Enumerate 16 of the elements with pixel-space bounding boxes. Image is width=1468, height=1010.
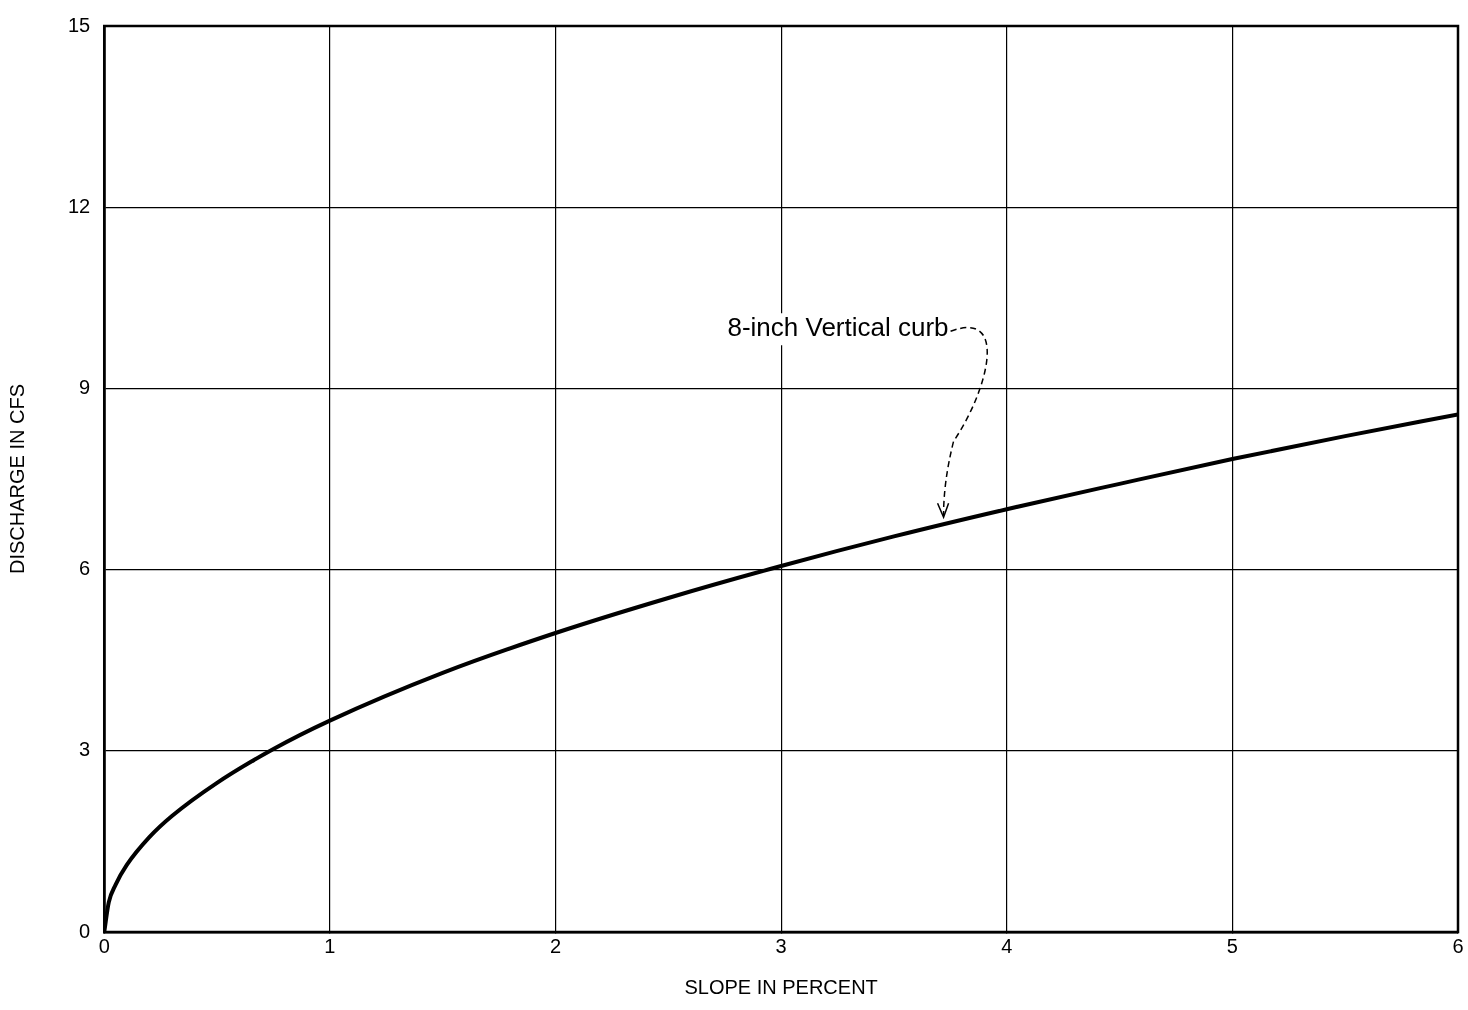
x-tick-label: 3 <box>775 934 787 957</box>
x-tick-label: 6 <box>1452 934 1464 957</box>
y-tick-label: 6 <box>79 557 91 580</box>
y-tick-label: 0 <box>79 919 91 942</box>
y-tick-label: 9 <box>79 375 91 398</box>
y-tick-label: 3 <box>79 738 91 761</box>
x-axis-title: SLOPE IN PERCENT <box>684 975 878 998</box>
x-tick-label: 5 <box>1226 934 1238 957</box>
y-axis-title: DISCHARGE IN CFS <box>5 383 28 575</box>
x-tick-label: 1 <box>324 934 336 957</box>
x-tick-label: 2 <box>549 934 562 957</box>
x-tick-label: 0 <box>98 934 110 957</box>
annotation: 8-inch Vertical curb <box>727 312 949 343</box>
x-tick-label: 4 <box>1001 934 1013 957</box>
y-tick-label: 12 <box>68 194 91 217</box>
y-tick-label: 15 <box>68 13 91 36</box>
